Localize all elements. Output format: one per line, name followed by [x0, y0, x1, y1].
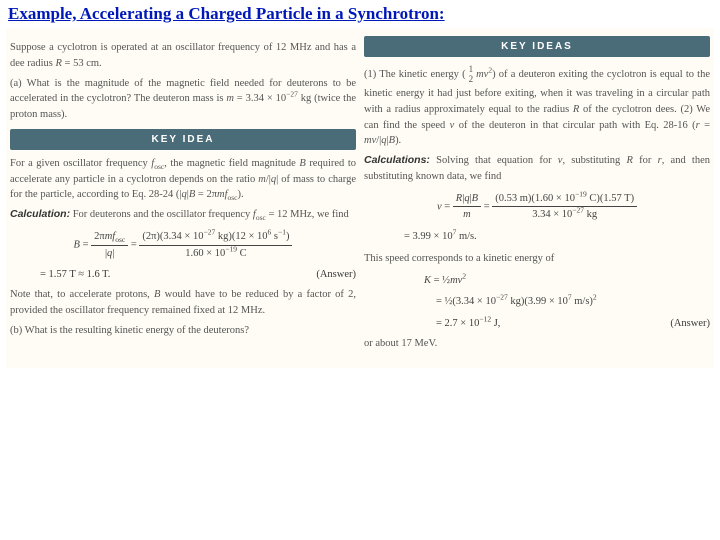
intro-paragraph: Suppose a cyclotron is operated at an os… [10, 40, 356, 72]
calculation-label: Calculation: [10, 208, 70, 220]
equation-B-result: = 1.57 T ≈ 1.6 T. [10, 267, 110, 283]
equation-B-result-row: = 1.57 T ≈ 1.6 T. (Answer) [10, 267, 356, 283]
equation-K1: K = ½mv2 [364, 273, 710, 289]
equation-K3-row: = 2.7 × 10−12 J, (Answer) [364, 316, 710, 332]
left-column: Suppose a cyclotron is operated at an os… [10, 36, 356, 356]
answer-label-2: (Answer) [670, 316, 710, 332]
key-ideas-header: KEY IDEAS [364, 36, 710, 57]
part-a-text: (a) What is the magnitude of the magneti… [10, 76, 356, 123]
equation-v-result: = 3.99 × 107 m/s. [364, 229, 710, 245]
page-title: Example, Accelerating a Charged Particle… [0, 0, 720, 26]
key-idea-header: KEY IDEA [10, 129, 356, 150]
right-column: KEY IDEAS (1) The kinetic energy (12mv2)… [364, 36, 710, 356]
speed-line: This speed corresponds to a kinetic ener… [364, 251, 710, 267]
equation-K2: = ½(3.34 × 10−27 kg)(3.99 × 107 m/s)2 [364, 294, 710, 310]
answer-label-1: (Answer) [316, 267, 356, 283]
calculation-intro: Calculation: For deuterons and the oscil… [10, 207, 356, 223]
equation-B: B = 2πmfosc|q| = (2π)(3.34 × 10−27 kg)(1… [10, 229, 356, 262]
equation-v: v = R|q|Bm = (0.53 m)(1.60 × 10−19 C)(1.… [364, 191, 710, 224]
note-text: Note that, to accelerate protons, B woul… [10, 287, 356, 319]
final-line: or about 17 MeV. [364, 336, 710, 352]
equation-K3: = 2.7 × 10−12 J, [364, 316, 500, 332]
calculation-intro-text: For deuterons and the oscillator frequen… [70, 209, 349, 220]
calculations-label: Calculations: [364, 154, 430, 166]
key-idea-text: For a given oscillator frequency fosc, t… [10, 156, 356, 203]
key-ideas-text: (1) The kinetic energy (12mv2) of a deut… [364, 63, 710, 149]
calculations-intro: Calculations: Solving that equation for … [364, 153, 710, 185]
page-container: Example, Accelerating a Charged Particle… [0, 0, 720, 540]
intro-line1: Suppose a cyclotron is operated at an os… [10, 42, 272, 53]
part-b-text: (b) What is the resulting kinetic energy… [10, 323, 356, 339]
content-area: Suppose a cyclotron is operated at an os… [6, 28, 714, 368]
